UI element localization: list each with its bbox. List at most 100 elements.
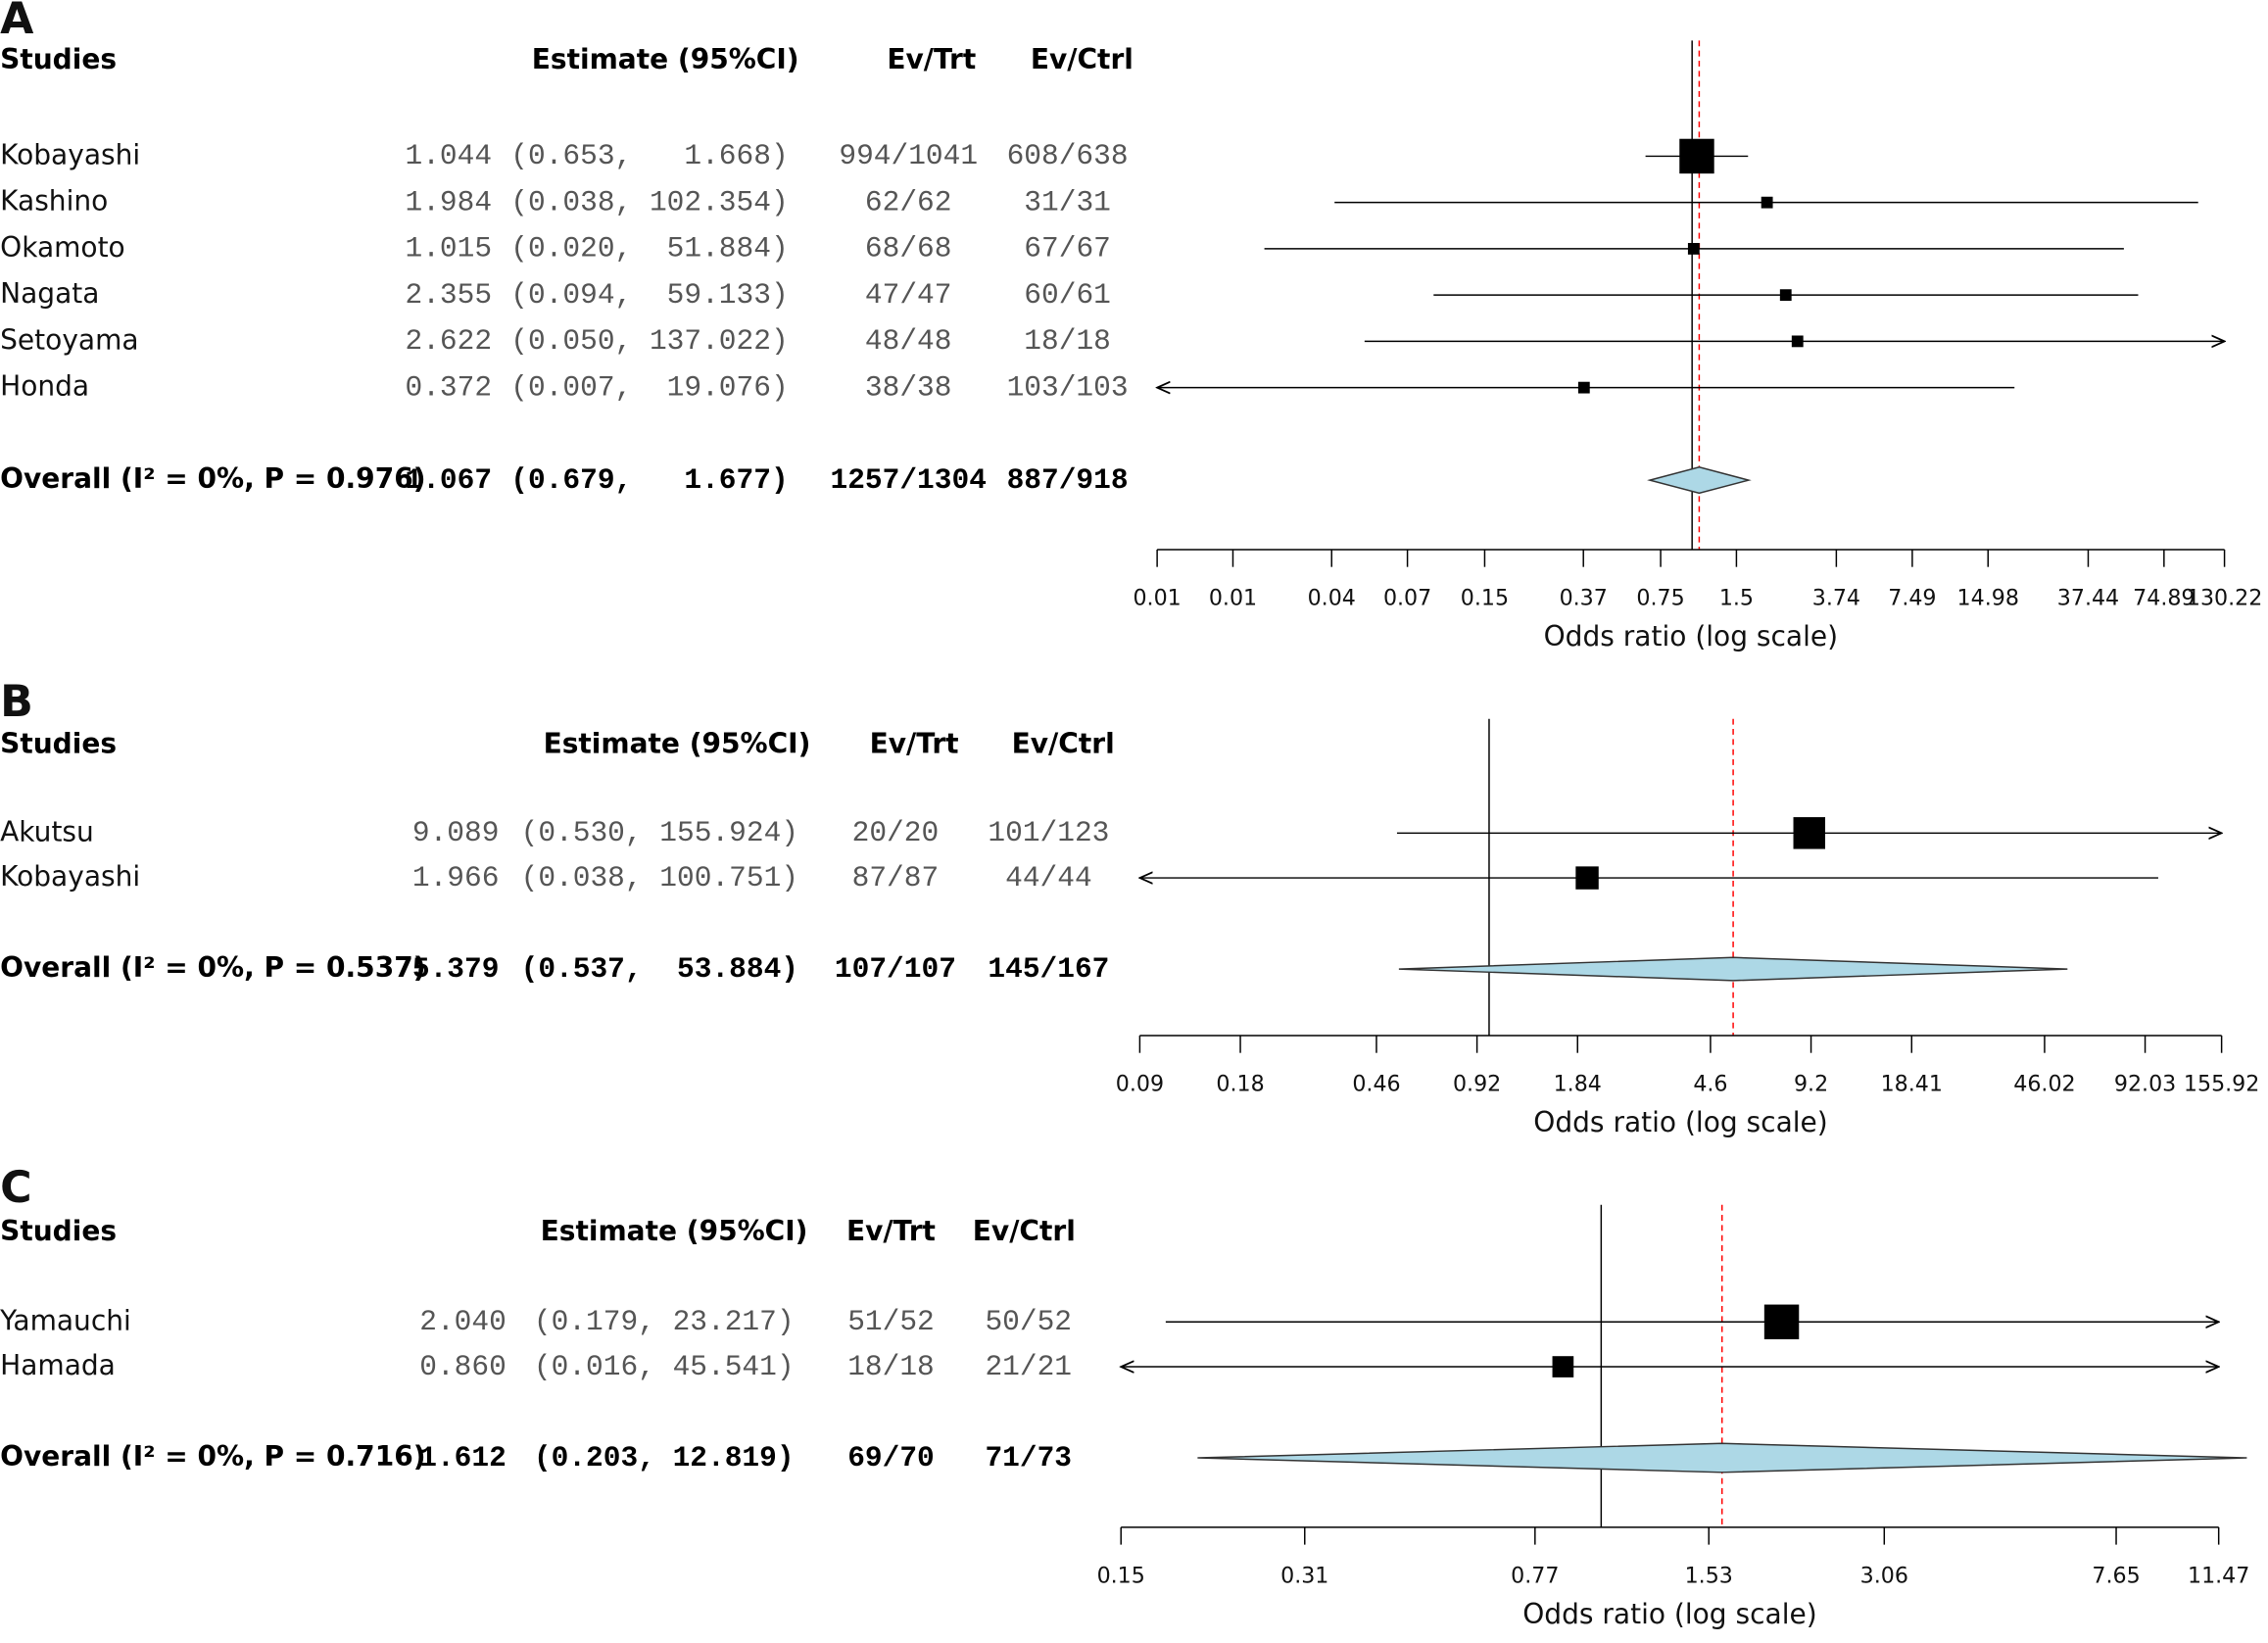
study-name: Kobayashi [0,138,140,170]
ci-text: (0.530, 155.924) [521,816,798,849]
overall-diamond [1647,466,1752,495]
header: Estimate (95%CI) [544,727,811,759]
ev-trt: 994/1041 [839,139,978,172]
header: Estimate (95%CI) [541,1215,808,1247]
estimate-text: 0.860 [419,1350,507,1383]
header: Ev/Trt [887,43,976,75]
ci-text: (0.050, 137.022) [510,324,788,358]
estimate-text: 2.040 [419,1305,507,1338]
x-tick-label: 14.98 [1957,586,2019,611]
ci-text: (0.016, 45.541) [534,1350,795,1383]
estimate-box [1791,335,1804,348]
x-tick-label: 9.2 [1794,1072,1828,1097]
x-tick-label: 0.77 [1511,1564,1559,1589]
x-tick-label: 37.44 [2057,586,2119,611]
estimate-box [1577,381,1590,394]
x-tick-label: 46.02 [2013,1072,2075,1097]
ev-trt: 18/18 [847,1350,935,1383]
study-name: Yamauchi [0,1304,131,1336]
estimate-text: 1.984 [405,185,492,218]
x-tick-label: 74.89 [2133,586,2195,611]
ev-trt: 48/48 [865,324,952,358]
x-tick-label: 1.53 [1685,1564,1733,1589]
header: Studies [0,727,117,759]
study-name: Okamoto [0,231,125,264]
x-tick-label: 0.37 [1560,586,1608,611]
estimate-text: 1.044 [405,139,492,172]
x-tick-label: 3.06 [1860,1564,1908,1589]
ci-text: (0.653, 1.668) [510,139,788,172]
x-tick-label: 0.01 [1209,586,1257,611]
x-tick-label: 7.49 [1888,586,1936,611]
overall-ci: (0.679, 1.677) [510,463,788,497]
overall-ev-trt: 69/70 [847,1441,935,1474]
ci-text: (0.179, 23.217) [534,1305,795,1338]
x-tick-label: 0.92 [1453,1072,1501,1097]
ev-ctrl: 67/67 [1024,232,1111,266]
ci-text: (0.007, 19.076) [510,370,788,404]
study-name: Honda [0,370,89,403]
panel-letter: B [0,677,33,727]
estimate-box [1793,817,1826,849]
ev-ctrl: 31/31 [1024,185,1111,218]
ev-ctrl: 101/123 [988,816,1109,849]
header: Studies [0,43,117,75]
panel-letter: C [0,1163,31,1213]
study-name: Nagata [0,277,99,310]
x-tick-label: 0.01 [1133,586,1181,611]
x-tick-label: 0.31 [1280,1564,1328,1589]
header: Studies [0,1215,117,1247]
study-name: Kashino [0,185,108,217]
ci-text: (0.094, 59.133) [510,278,788,312]
estimate-text: 1.015 [405,232,492,266]
study-name: Setoyama [0,323,138,356]
ev-trt: 68/68 [865,232,952,266]
overall-estimate: 1.612 [419,1441,507,1474]
overall-diamond [1197,1442,2247,1474]
overall-estimate: 1.067 [405,463,492,497]
estimate-box [1779,289,1792,302]
header: Estimate (95%CI) [532,43,799,75]
ev-trt: 51/52 [847,1305,935,1338]
x-axis-title: Odds ratio (log scale) [1533,1106,1827,1138]
ci-text: (0.020, 51.884) [510,232,788,266]
overall-ev-ctrl: 887/918 [1007,463,1129,497]
estimate-text: 9.089 [412,816,500,849]
x-tick-label: 155.92 [2184,1072,2259,1097]
estimate-box [1679,138,1714,174]
overall-estimate: 5.379 [412,952,500,986]
estimate-box [1575,866,1599,890]
overall-ev-ctrl: 145/167 [988,952,1109,986]
study-name: Hamada [0,1349,116,1381]
overall-ev-trt: 107/107 [835,952,956,986]
x-tick-label: 0.15 [1461,586,1509,611]
x-tick-label: 0.04 [1308,586,1356,611]
ev-trt: 38/38 [865,370,952,404]
x-tick-label: 1.84 [1554,1072,1602,1097]
estimate-text: 0.372 [405,370,492,404]
ev-ctrl: 21/21 [985,1350,1072,1383]
ci-text: (0.038, 102.354) [510,185,788,218]
overall-label: Overall (I² = 0%, P = 0.976) [0,462,425,495]
overall-ci: (0.537, 53.884) [521,952,798,986]
overall-label: Overall (I² = 0%, P = 0.537) [0,951,425,984]
estimate-text: 1.966 [412,861,500,894]
x-tick-label: 0.18 [1216,1072,1264,1097]
ev-ctrl: 608/638 [1007,139,1129,172]
ci-text: (0.038, 100.751) [521,861,798,894]
x-tick-label: 0.75 [1636,586,1684,611]
overall-diamond [1398,956,2068,982]
ev-trt: 62/62 [865,185,952,218]
header: Ev/Ctrl [973,1215,1076,1247]
header: Ev/Trt [870,727,959,759]
estimate-box [1763,1304,1800,1339]
x-tick-label: 3.74 [1812,586,1860,611]
ev-ctrl: 50/52 [985,1305,1072,1338]
ev-ctrl: 103/103 [1007,370,1129,404]
ev-ctrl: 44/44 [1005,861,1092,894]
x-axis-title: Odds ratio (log scale) [1544,620,1838,652]
ev-trt: 20/20 [852,816,940,849]
ev-ctrl: 18/18 [1024,324,1111,358]
overall-ev-trt: 1257/1304 [830,463,986,497]
